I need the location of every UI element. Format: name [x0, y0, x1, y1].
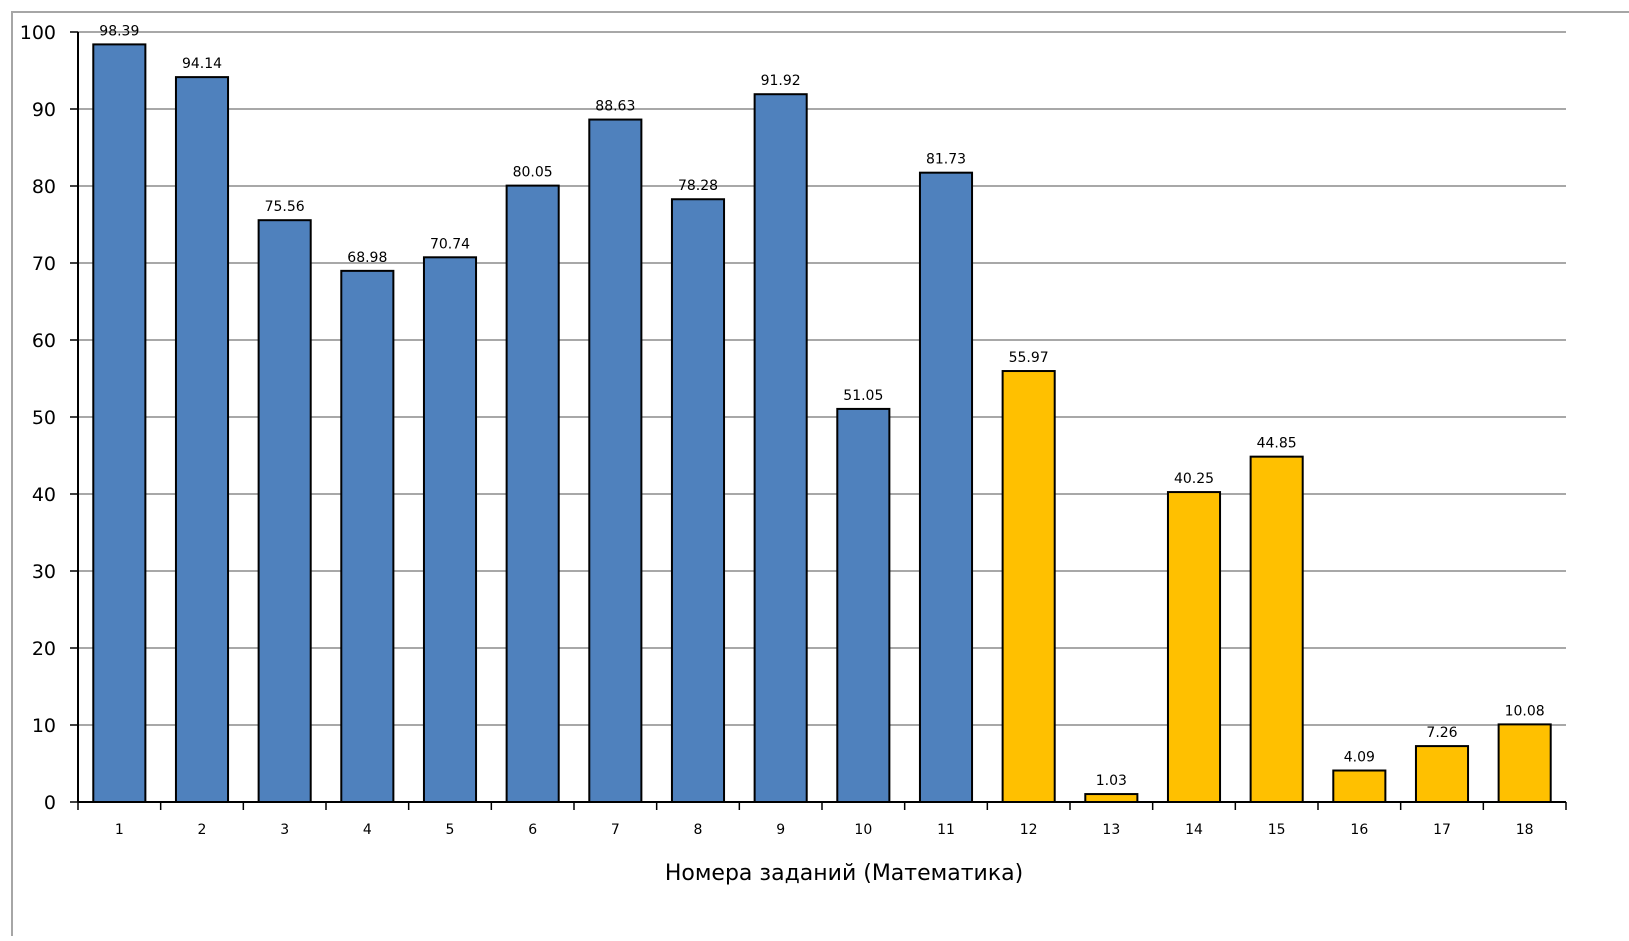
data-label: 44.85	[1257, 436, 1297, 452]
data-label: 40.25	[1174, 471, 1214, 487]
bar	[92, 43, 147, 804]
bar	[1001, 370, 1056, 803]
bar	[836, 407, 891, 803]
y-axis-ticks: 0 10 20 30 40 50 60 70 80 90 100	[20, 22, 78, 814]
data-label: 75.56	[265, 199, 305, 215]
x-tick-label: 9	[776, 822, 785, 838]
x-tick-label: 11	[937, 822, 955, 838]
bar	[340, 269, 395, 803]
bars	[92, 43, 1552, 804]
data-label: 78.28	[678, 178, 718, 194]
bar	[918, 171, 974, 803]
x-tick-label: 7	[611, 822, 620, 838]
data-label: 70.74	[430, 236, 470, 252]
data-label: 81.73	[926, 152, 966, 168]
data-label: 98.39	[99, 23, 139, 39]
bar	[1332, 769, 1387, 804]
y-tick-label: 80	[32, 176, 56, 198]
chart-frame	[11, 11, 1629, 941]
x-tick-label: 17	[1433, 822, 1451, 838]
gridlines	[78, 31, 1566, 726]
data-label: 4.09	[1344, 750, 1375, 766]
y-tick-label: 60	[32, 330, 56, 352]
data-label: 7.26	[1426, 725, 1457, 741]
x-tick-label: 1	[115, 822, 124, 838]
bar	[1497, 723, 1552, 803]
data-label: 94.14	[182, 56, 222, 72]
x-tick-label: 6	[528, 822, 537, 838]
x-tick-label: 3	[280, 822, 289, 838]
bar	[422, 256, 478, 803]
y-tick-label: 100	[20, 22, 56, 44]
data-label: 91.92	[761, 73, 801, 89]
x-tick-label: 2	[198, 822, 207, 838]
y-tick-label: 90	[32, 99, 56, 121]
bar	[1249, 455, 1304, 803]
bar	[505, 184, 560, 804]
data-label: 88.63	[595, 99, 635, 115]
bar	[1166, 491, 1222, 803]
y-tick-label: 70	[32, 253, 56, 275]
y-tick-label: 10	[32, 715, 56, 737]
bar	[588, 118, 643, 803]
x-tick-label: 10	[854, 822, 872, 838]
x-tick-label: 15	[1268, 822, 1286, 838]
y-tick-label: 50	[32, 407, 56, 429]
x-axis-title: Номера заданий (Математика)	[665, 861, 1023, 886]
x-tick-label: 18	[1516, 822, 1534, 838]
y-tick-label: 40	[32, 484, 56, 506]
x-axis-ticks: 1 2 3 4 5 6 7 8 9 10 11 12 13 14 15 16 17 18	[77, 802, 1567, 838]
data-label: 51.05	[843, 388, 883, 404]
x-tick-label: 13	[1102, 822, 1120, 838]
bar	[1084, 793, 1139, 803]
data-labels: 98.39 94.14 75.56 68.98 70.74 80.05 88.63 78.28…	[99, 23, 1544, 789]
bar	[753, 93, 808, 803]
x-tick-label: 5	[446, 822, 455, 838]
bar	[1414, 745, 1470, 804]
data-label: 10.08	[1505, 703, 1545, 719]
y-tick-label: 0	[44, 792, 56, 814]
data-label: 80.05	[513, 165, 553, 181]
y-tick-label: 20	[32, 638, 56, 660]
bar	[174, 76, 230, 803]
x-tick-label: 12	[1020, 822, 1038, 838]
x-tick-label: 4	[363, 822, 372, 838]
x-tick-label: 8	[694, 822, 703, 838]
y-tick-label: 30	[32, 561, 56, 583]
data-label: 1.03	[1096, 773, 1127, 789]
x-tick-label: 16	[1350, 822, 1368, 838]
x-tick-label: 14	[1185, 822, 1203, 838]
data-label: 55.97	[1009, 350, 1049, 366]
bar	[257, 219, 312, 804]
data-label: 68.98	[347, 250, 387, 266]
bar	[670, 198, 726, 803]
